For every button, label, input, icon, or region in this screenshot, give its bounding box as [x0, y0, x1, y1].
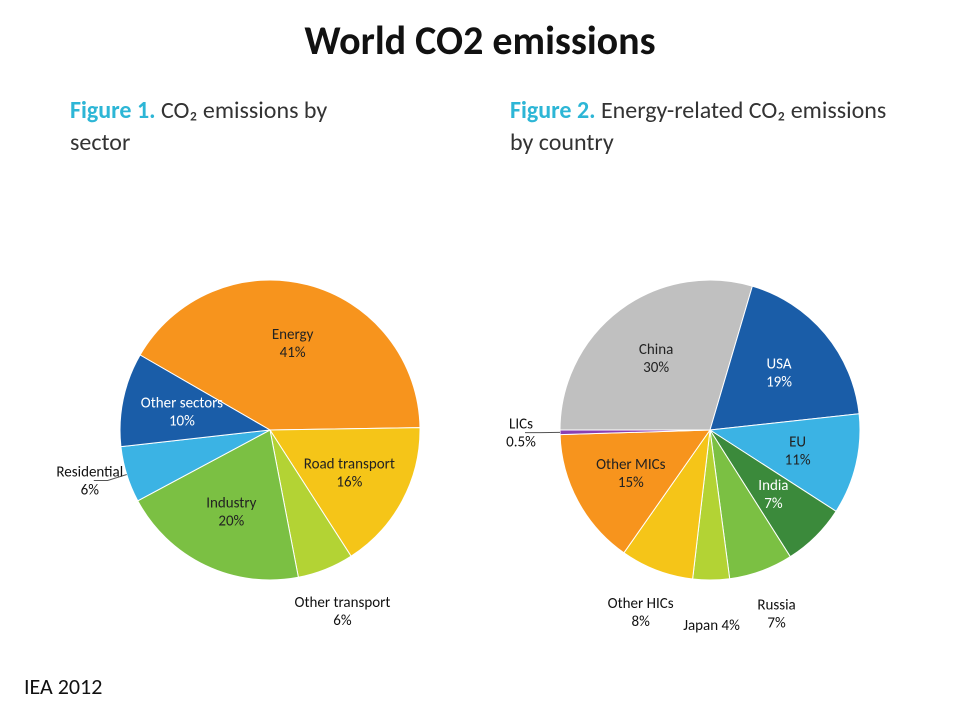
slice-label: LICs	[509, 416, 533, 434]
slice-label: Other MICs	[596, 456, 666, 474]
slice-value: 0.5%	[506, 434, 536, 452]
source-text: IEA 2012	[24, 673, 102, 700]
slice-label: Energy	[272, 326, 314, 344]
slice-value: 19%	[766, 373, 792, 391]
slice-value: 20%	[218, 512, 244, 530]
slice-label: India	[758, 477, 788, 495]
slice-value: 30%	[643, 359, 669, 377]
slice-value: 15%	[618, 474, 644, 492]
slice-label: EU	[789, 434, 806, 452]
slice-label: Other transport	[295, 594, 391, 612]
slice-value: 41%	[280, 344, 306, 362]
slice-value: 7%	[767, 614, 786, 632]
slice-label: Road transport	[304, 456, 395, 474]
slice-label: China	[639, 341, 673, 359]
slice-value: 11%	[785, 452, 811, 470]
slice-label: Japan 4%	[683, 617, 740, 635]
slice-value: 8%	[631, 613, 650, 631]
slice-value: 16%	[336, 474, 362, 492]
slice-value: 6%	[333, 612, 352, 630]
slice-label: Russia	[757, 596, 795, 614]
slice-label: Other HICs	[608, 595, 674, 613]
slice-label: Industry	[206, 494, 256, 512]
slice-label: USA	[766, 355, 791, 373]
slice-value: 6%	[81, 481, 100, 499]
slice-value: 10%	[169, 413, 195, 431]
slice-label: Other sectors	[141, 395, 223, 413]
slice-label: Residential	[56, 463, 123, 481]
slice-value: 7%	[764, 495, 783, 513]
charts-svg: Energy41% Road transport16% Other transpor…	[0, 0, 960, 720]
